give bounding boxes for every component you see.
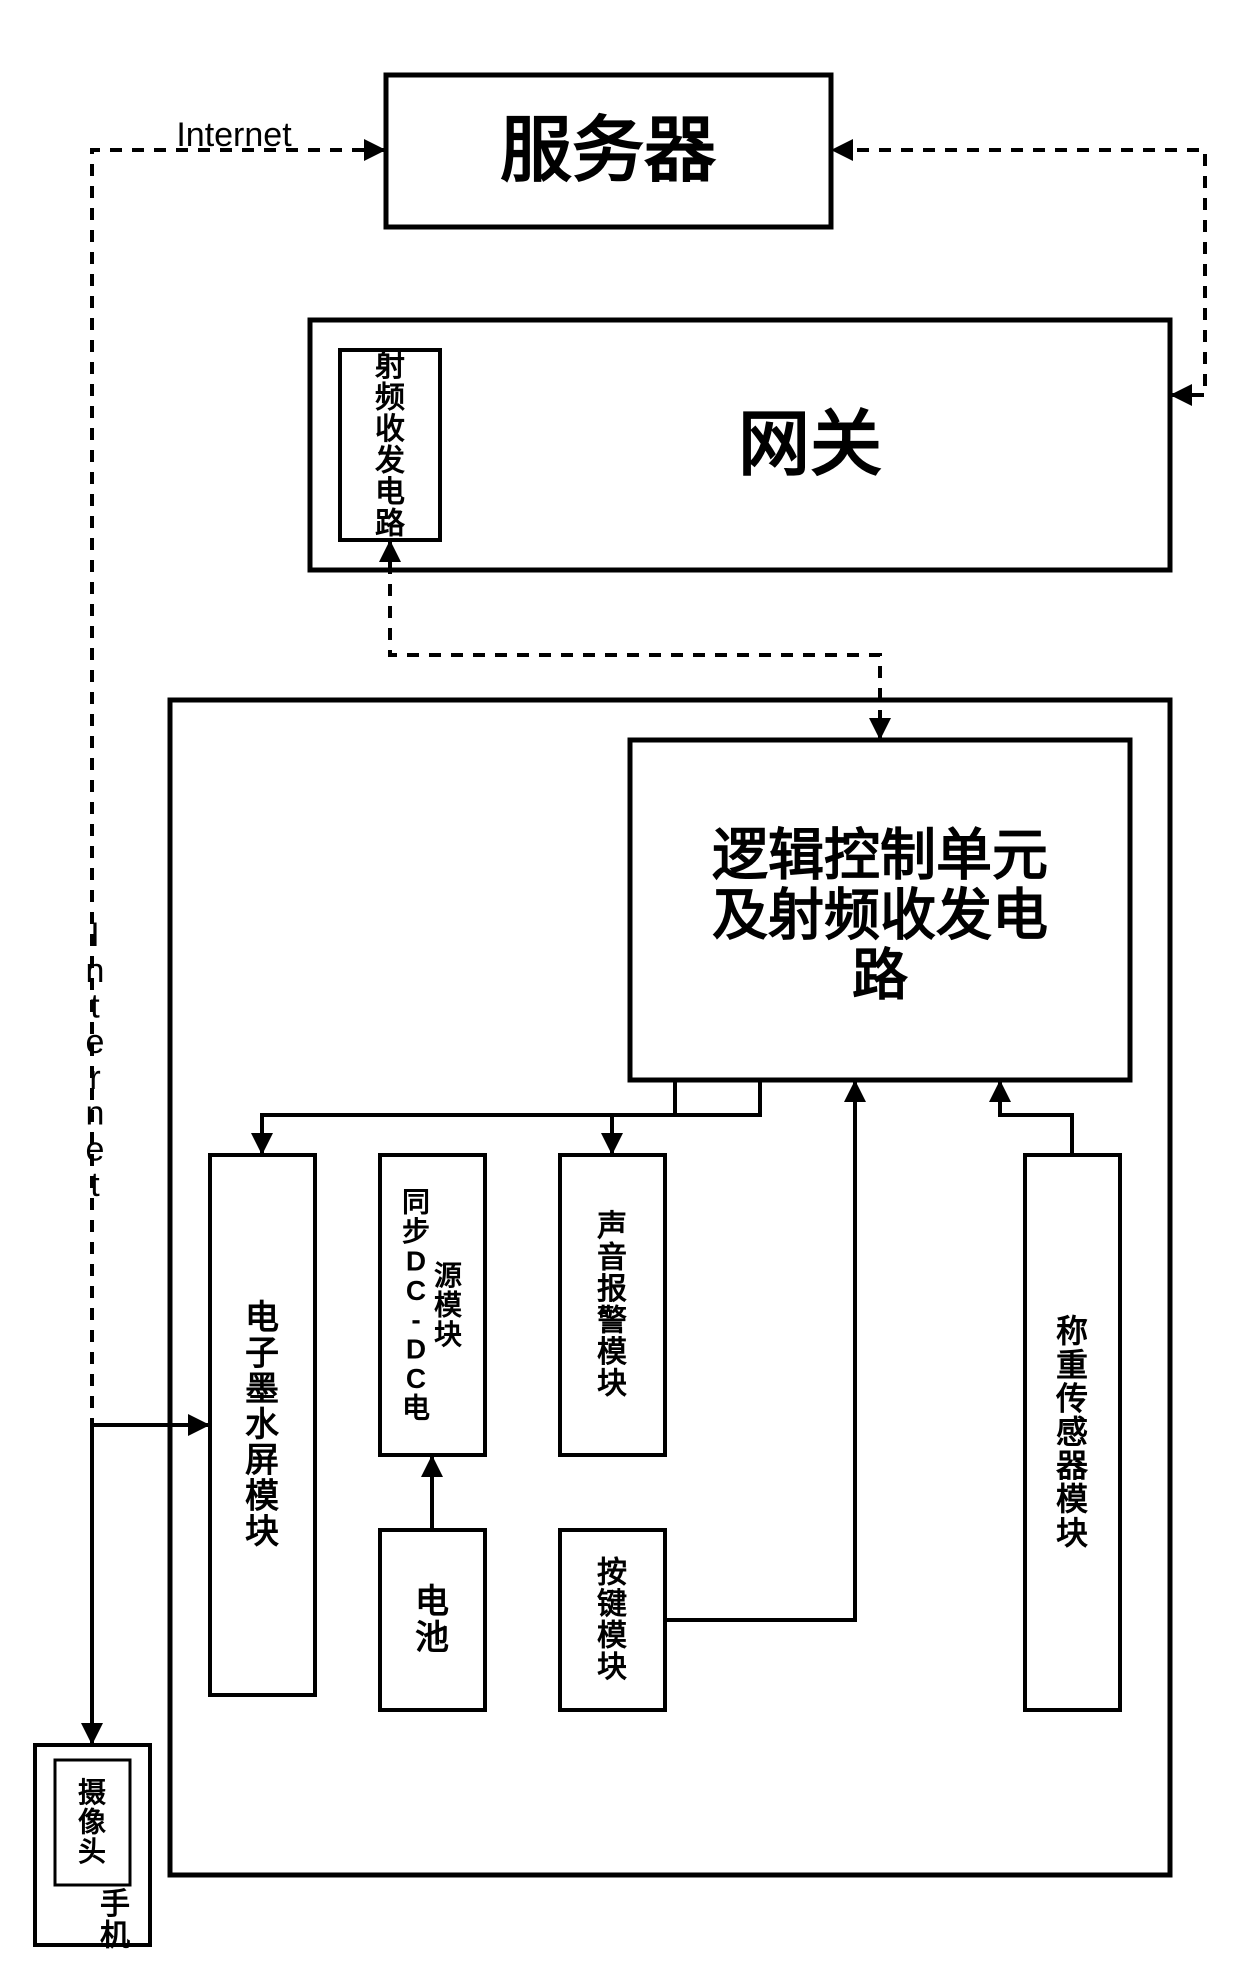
- svg-text:频: 频: [375, 381, 405, 414]
- svg-text:声: 声: [597, 1210, 627, 1243]
- svg-text:-: -: [411, 1304, 420, 1335]
- svg-text:屏: 屏: [245, 1442, 279, 1480]
- svg-text:r: r: [89, 1059, 100, 1097]
- svg-text:重: 重: [1056, 1347, 1088, 1383]
- svg-text:手: 手: [100, 1888, 130, 1921]
- svg-text:警: 警: [597, 1303, 627, 1337]
- svg-text:发: 发: [374, 444, 405, 477]
- svg-text:同: 同: [402, 1187, 430, 1218]
- svg-text:水: 水: [245, 1406, 280, 1444]
- logic_l1-label: 逻辑控制单元: [712, 824, 1048, 887]
- svg-text:电: 电: [402, 1392, 430, 1423]
- svg-text:电: 电: [375, 476, 405, 509]
- svg-text:按: 按: [597, 1556, 627, 1589]
- svg-text:e: e: [86, 1023, 105, 1061]
- svg-text:机: 机: [100, 1919, 130, 1952]
- svg-text:池: 池: [415, 1619, 449, 1657]
- svg-text:感: 感: [1056, 1414, 1088, 1450]
- svg-text:子: 子: [245, 1335, 279, 1373]
- battery-label: 电池: [415, 1583, 449, 1657]
- svg-text:块: 块: [245, 1513, 279, 1551]
- svg-text:模: 模: [245, 1477, 279, 1515]
- camera-label: 摄像头: [78, 1777, 107, 1867]
- svg-text:模: 模: [434, 1290, 463, 1321]
- svg-text:音: 音: [597, 1241, 627, 1274]
- svg-text:射: 射: [375, 350, 405, 383]
- svg-text:D: D: [406, 1245, 426, 1276]
- svg-text:t: t: [90, 1166, 100, 1204]
- dcdc_l1-label: 同步DC-DC电: [402, 1187, 430, 1424]
- svg-text:块: 块: [597, 1651, 627, 1684]
- svg-text:墨: 墨: [245, 1370, 279, 1408]
- svg-text:t: t: [90, 987, 100, 1025]
- svg-text:器: 器: [1055, 1448, 1089, 1484]
- gateway_rf-label: 射频收发电路: [374, 350, 406, 541]
- server-label: 服务器: [500, 111, 717, 191]
- eink-label: 电子墨水屏模块: [245, 1299, 280, 1551]
- svg-text:步: 步: [402, 1216, 430, 1247]
- svg-text:电: 电: [245, 1299, 279, 1337]
- svg-text:模: 模: [597, 1619, 627, 1652]
- svg-text:块: 块: [434, 1319, 462, 1350]
- internet_top-label: Internet: [176, 116, 292, 154]
- svg-text:键: 键: [597, 1588, 627, 1621]
- svg-text:n: n: [86, 1095, 105, 1133]
- svg-text:C: C: [406, 1363, 426, 1394]
- sensor-label: 称重传感器模块: [1055, 1313, 1089, 1551]
- svg-text:摄: 摄: [78, 1777, 107, 1808]
- svg-text:头: 头: [78, 1836, 106, 1867]
- svg-text:路: 路: [375, 507, 406, 540]
- svg-text:C: C: [406, 1275, 426, 1306]
- svg-text:电: 电: [415, 1583, 449, 1621]
- svg-text:块: 块: [597, 1367, 627, 1400]
- svg-text:源: 源: [434, 1260, 462, 1291]
- svg-text:I: I: [90, 916, 99, 954]
- phone-label: 手机: [100, 1888, 130, 1953]
- dcdc-box: [380, 1155, 485, 1455]
- svg-text:模: 模: [1056, 1481, 1088, 1517]
- svg-text:收: 收: [375, 413, 405, 446]
- arrowhead: [1170, 384, 1192, 406]
- logic_l3-label: 路: [852, 944, 909, 1007]
- arrowhead: [364, 139, 386, 161]
- gateway-label: 网关: [738, 405, 882, 485]
- alarm-label: 声音报警模块: [597, 1210, 627, 1401]
- svg-text:传: 传: [1055, 1380, 1088, 1416]
- keypad-label: 按键模块: [597, 1556, 627, 1684]
- svg-text:称: 称: [1056, 1313, 1088, 1349]
- logic_l2-label: 及射频收发电: [712, 884, 1048, 947]
- internet_left-label: Internet: [86, 916, 105, 1204]
- svg-text:D: D: [406, 1334, 426, 1365]
- svg-text:e: e: [86, 1130, 105, 1168]
- svg-text:n: n: [86, 952, 105, 990]
- dcdc_l2-label: 源模块: [434, 1260, 463, 1350]
- svg-text:块: 块: [1056, 1515, 1088, 1551]
- svg-text:模: 模: [597, 1336, 627, 1369]
- arrowhead: [831, 139, 853, 161]
- svg-text:报: 报: [597, 1273, 627, 1306]
- svg-text:像: 像: [78, 1807, 107, 1838]
